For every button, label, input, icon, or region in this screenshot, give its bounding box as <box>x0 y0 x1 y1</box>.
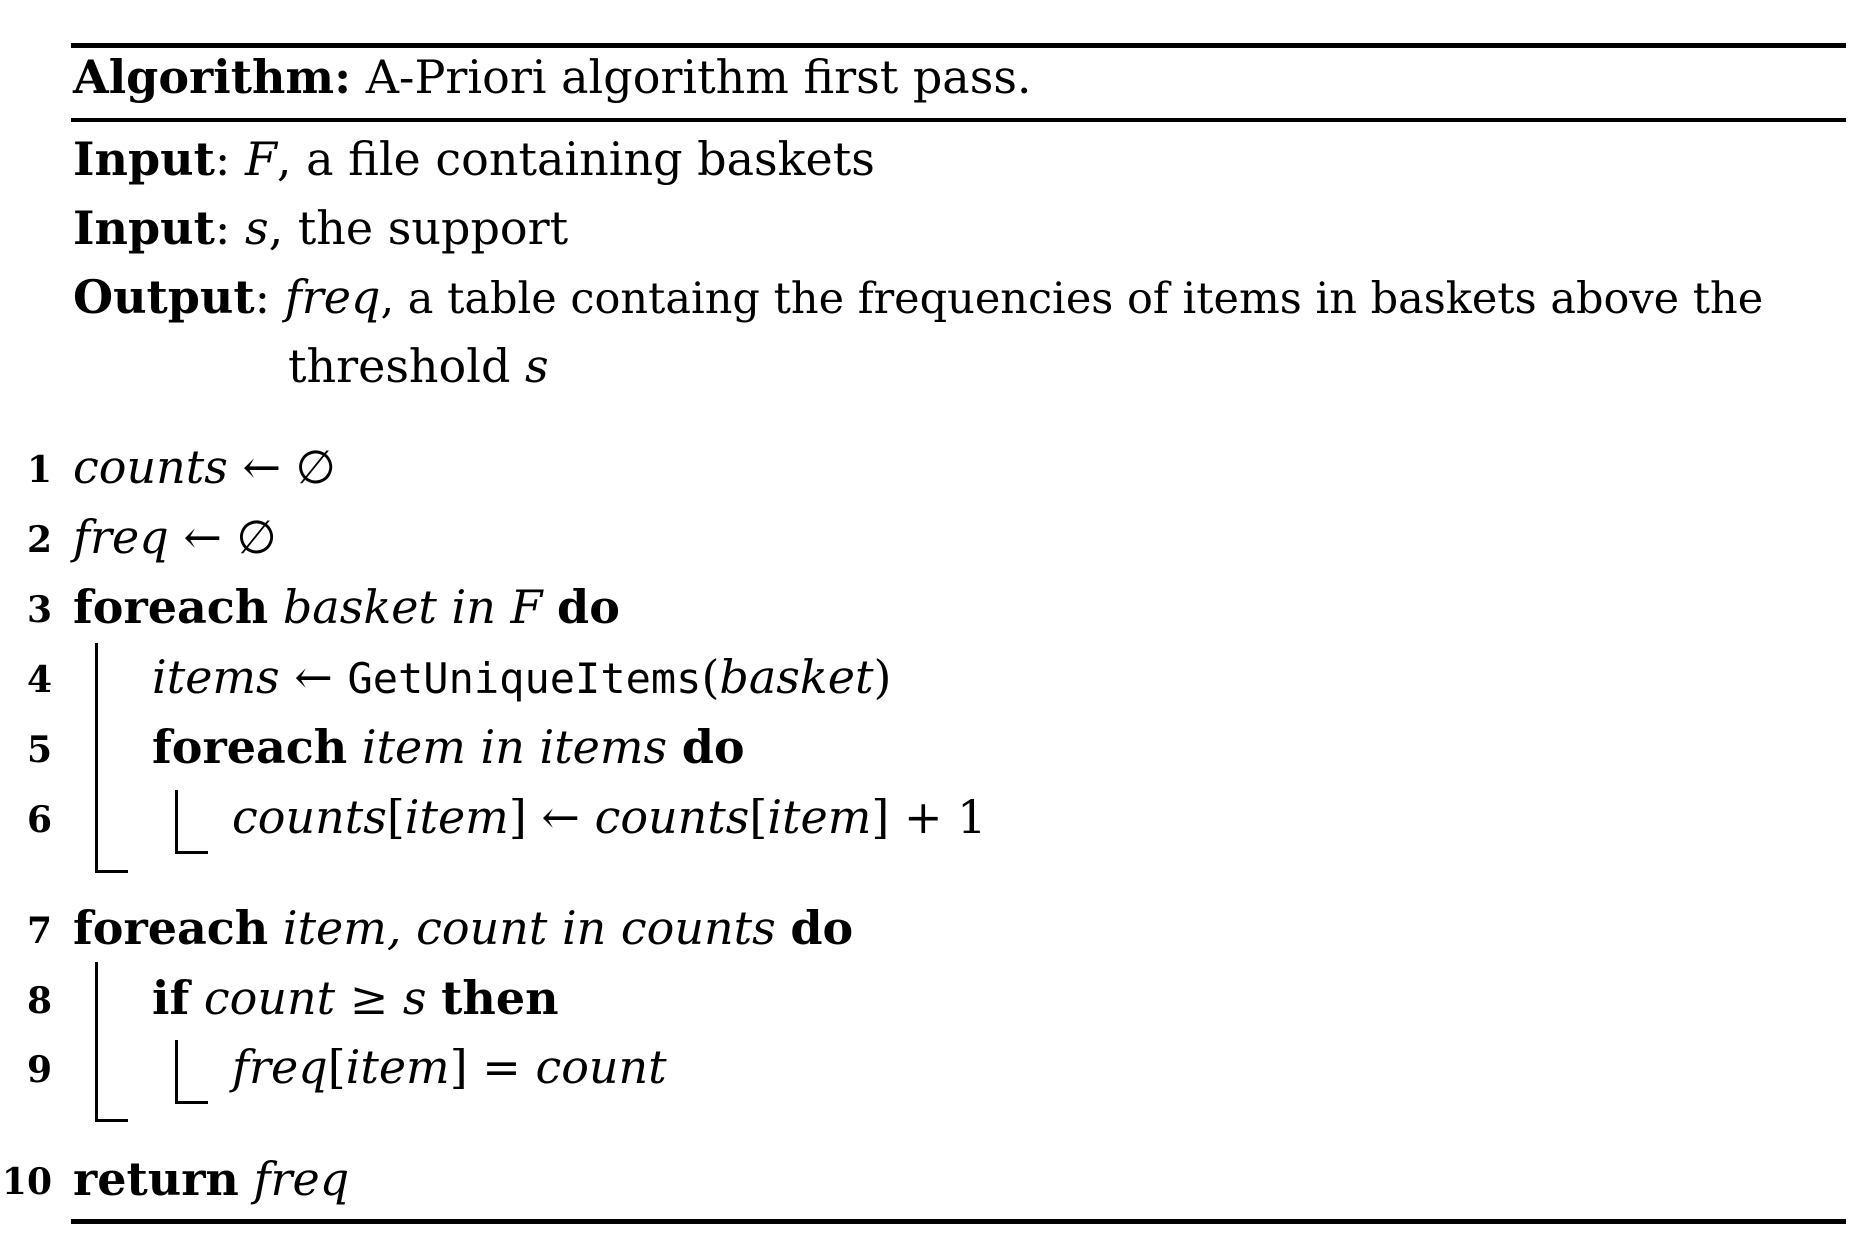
block-end <box>95 1119 128 1122</box>
bottom-rule <box>71 1219 1846 1224</box>
keyword-do: do <box>557 580 620 634</box>
code-line-1: counts ← ∅ <box>73 444 336 490</box>
bracket: [ <box>386 790 405 844</box>
top-rule <box>71 43 1846 48</box>
code-line-4: items ← GetUniqueItems(basket) <box>152 654 891 700</box>
function-name: GetUniqueItems <box>347 654 702 703</box>
io-cont-var: s <box>525 339 549 393</box>
line-number: 4 <box>26 659 52 701</box>
algorithm-title: A-Priori algorithm first pass. <box>365 50 1032 104</box>
block-bar <box>95 643 98 873</box>
code-line-5: foreach item in items do <box>152 724 745 770</box>
input-line-2: Input: s, the support <box>73 201 569 255</box>
expr: item, count in counts <box>282 901 776 955</box>
keyword-foreach: foreach <box>152 720 348 774</box>
line-number: 6 <box>26 799 52 841</box>
var: item <box>345 1040 450 1094</box>
empty-set: ∅ <box>236 510 277 564</box>
line-number: 10 <box>1 1161 52 1203</box>
line-number: 7 <box>26 910 52 952</box>
var: count <box>535 1040 667 1094</box>
code-line-2: freq ← ∅ <box>73 514 277 560</box>
keyword-then: then <box>441 971 559 1025</box>
io-text: , the support <box>268 201 569 255</box>
assign-op: ← <box>541 790 580 844</box>
assign-op: ← <box>294 650 333 704</box>
block-end <box>95 870 128 873</box>
keyword-return: return <box>73 1152 239 1206</box>
bracket: ] <box>449 1040 468 1094</box>
paren: ( <box>701 650 720 704</box>
io-cont-text: threshold <box>288 339 511 393</box>
header-rule <box>71 118 1846 122</box>
paren: ) <box>873 650 892 704</box>
expr: basket in F <box>282 580 543 634</box>
line-number: 5 <box>26 729 52 771</box>
assign-op: ← <box>183 510 222 564</box>
io-label: Input <box>73 201 215 255</box>
line-number: 3 <box>26 589 52 631</box>
code-line-7: foreach item, count in counts do <box>73 905 853 951</box>
inner-block-end <box>175 851 208 854</box>
bracket: [ <box>327 1040 346 1094</box>
block-bar <box>95 962 98 1122</box>
algorithm-caption: Algorithm: A-Priori algorithm first pass… <box>73 54 1032 100</box>
io-text: , a table containg the frequencies of it… <box>380 274 1764 324</box>
input-line-1: Input: F, a file containing baskets <box>73 132 875 186</box>
io-var: F <box>244 132 277 186</box>
code-line-10: return freq <box>73 1156 349 1202</box>
assign-op: ← <box>242 440 281 494</box>
var: item <box>404 790 509 844</box>
bracket: [ <box>749 790 768 844</box>
var: item <box>767 790 872 844</box>
keyword-do: do <box>790 901 854 955</box>
io-label: Input <box>73 132 215 186</box>
output-continuation: threshold s <box>288 343 549 389</box>
var: counts <box>73 440 228 494</box>
io-var: s <box>244 201 269 255</box>
expr: count <box>203 971 336 1025</box>
output-line: Output: freq, a table containg the frequ… <box>73 270 1764 324</box>
var: counts <box>232 790 387 844</box>
keyword-do: do <box>681 720 745 774</box>
arg: basket <box>719 650 874 704</box>
algorithm-label: Algorithm: <box>73 50 352 104</box>
bracket: ] <box>508 790 527 844</box>
expr: s <box>402 971 427 1025</box>
line-number: 9 <box>26 1049 52 1091</box>
code-line-6: counts[item] ← counts[item] + 1 <box>232 794 986 840</box>
code-line-9: freq[item] = count <box>232 1044 667 1090</box>
inner-block-end <box>175 1101 208 1104</box>
line-number: 2 <box>26 519 52 561</box>
var: items <box>152 650 280 704</box>
keyword-foreach: foreach <box>73 901 269 955</box>
io-text: , a file containing baskets <box>276 132 875 186</box>
var: freq <box>232 1040 328 1094</box>
inner-block-bar <box>175 790 178 854</box>
io-label: Output <box>73 270 255 324</box>
code-line-8: if count ≥ s then <box>152 975 559 1021</box>
line-number: 1 <box>26 449 52 491</box>
var: counts <box>594 790 750 844</box>
keyword-if: if <box>152 971 190 1025</box>
empty-set: ∅ <box>295 440 336 494</box>
inner-block-bar <box>175 1040 178 1104</box>
expr: item in items <box>361 720 668 774</box>
var: freq <box>253 1152 350 1206</box>
keyword-foreach: foreach <box>73 580 269 634</box>
equals-op: = <box>482 1040 521 1094</box>
var: freq <box>73 510 169 564</box>
plus-one: + 1 <box>903 790 987 844</box>
bracket: ] <box>871 790 890 844</box>
code-line-3: foreach basket in F do <box>73 584 620 630</box>
io-var: freq <box>284 270 381 324</box>
geq-op: ≥ <box>349 971 389 1025</box>
line-number: 8 <box>26 980 52 1022</box>
